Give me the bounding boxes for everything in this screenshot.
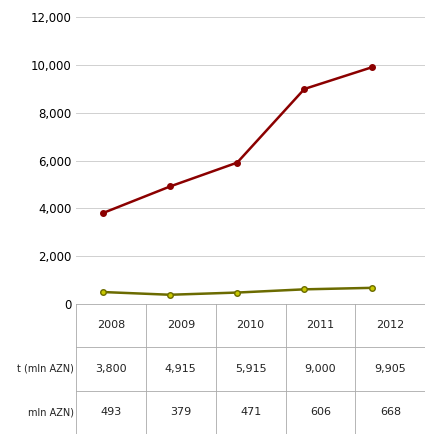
Text: 2010: 2010 [237, 320, 265, 331]
Text: 606: 606 [310, 407, 331, 418]
Text: 9,000: 9,000 [305, 364, 336, 374]
Text: 9,905: 9,905 [375, 364, 406, 374]
Text: 668: 668 [380, 407, 401, 418]
Text: 379: 379 [170, 407, 191, 418]
Text: 2012: 2012 [376, 320, 404, 331]
Text: 2011: 2011 [306, 320, 335, 331]
Text: 3,800: 3,800 [95, 364, 127, 374]
Text: 2008: 2008 [97, 320, 125, 331]
Text: 4,915: 4,915 [165, 364, 197, 374]
Text: mln AZN): mln AZN) [28, 407, 74, 418]
Text: 471: 471 [240, 407, 261, 418]
Text: 5,915: 5,915 [235, 364, 266, 374]
Text: 493: 493 [100, 407, 122, 418]
Text: t (mln AZN): t (mln AZN) [17, 364, 74, 374]
Text: 2009: 2009 [167, 320, 195, 331]
